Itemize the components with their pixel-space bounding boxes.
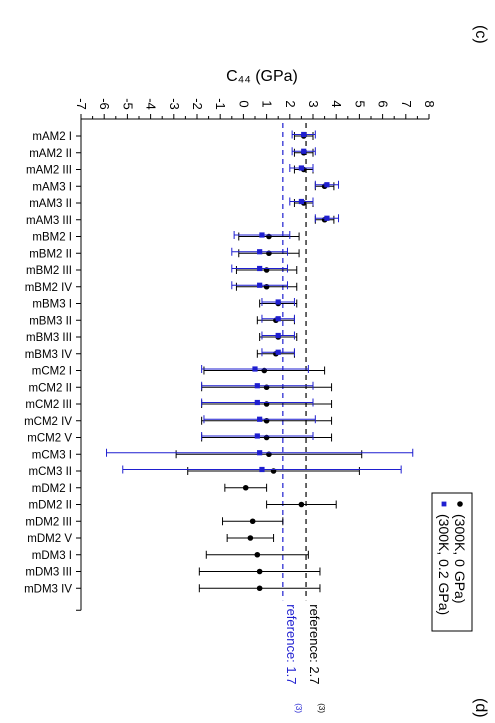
y-tick-label: mAM2 III [26,165,72,177]
data-point [242,484,249,491]
data-point [257,265,263,272]
y-tick-label: mBM2 III [26,265,72,277]
y-tick-label: mAM3 II [29,198,72,210]
y-tick-label: mDM2 I [32,483,72,495]
data-point [259,232,265,238]
y-tick-label: mCM2 III [25,399,72,411]
x-tick-label: 2 [283,100,298,107]
x-axis-title: C₄₄ (GPa) [226,68,298,85]
y-tick-label: mDM3 III [25,567,72,579]
x-tick-label: 1 [260,100,275,107]
data-point [298,198,304,205]
y-tick-label: mCM2 V [27,433,72,445]
x-tick-label: 7 [399,100,414,107]
y-tick-label: mBM3 IV [25,349,73,361]
legend-box [431,492,473,632]
panel-label-c: (c) [472,25,489,44]
data-point [275,299,281,305]
data-point [254,551,261,558]
data-point [301,131,307,138]
data-point [298,501,305,508]
x-tick-label: -3 [167,98,182,110]
y-tick-label: mBM3 III [26,332,72,344]
data-point [257,282,263,288]
reference-label: reference: 1.7 [284,604,299,684]
x-tick-label: -5 [120,98,135,110]
x-tick-label: 4 [329,100,344,107]
y-tick-label: mBM3 II [29,315,72,327]
y-tick-label: mBM2 IV [25,282,73,294]
y-tick-label: mAM2 I [32,131,72,143]
legend-label: (300K, 0.2 GPa) [436,514,452,615]
legend-marker [441,501,447,507]
data-point [275,349,281,355]
legend-label: (300K, 0 GPa) [452,514,468,604]
x-tick-label: -6 [97,98,112,110]
y-tick-label: mCM2 I [32,366,72,378]
data-point [298,165,304,171]
y-tick-label: mCM3 II [29,466,72,478]
data-point [247,535,254,541]
y-tick-label: mCM2 II [29,382,72,394]
data-point [324,215,330,221]
data-point [257,450,263,456]
x-tick-label: -2 [190,98,205,110]
data-point [259,466,265,473]
reference-superscript: (3) [317,703,326,713]
x-tick-label: -4 [144,98,159,110]
y-tick-label: mBM3 I [32,299,72,311]
y-tick-label: mDM2 II [29,500,72,512]
y-tick-label: mDM3 I [32,550,72,562]
y-tick-label: mAM3 I [32,181,72,193]
y-tick-label: mCM2 IV [24,416,72,428]
legend-marker [457,501,463,507]
data-point [254,433,260,439]
data-point [256,568,263,575]
data-point [249,518,256,525]
y-tick-label: mAM2 II [29,148,72,160]
data-point [257,416,263,422]
y-tick-label: mBM2 II [29,248,72,260]
reference-label: reference: 2.7 [307,604,322,684]
x-tick-label: 5 [352,100,367,107]
reference-superscript: (3) [294,703,303,713]
data-point [257,249,263,255]
y-tick-label: mCM3 I [32,449,72,461]
data-point [256,585,263,592]
y-tick-label: mAM3 III [26,215,72,227]
panel-label-d: (d) [472,698,489,718]
x-tick-label: 3 [306,100,321,107]
x-tick-label: 6 [376,100,391,107]
x-tick-label: -1 [213,98,228,110]
y-tick-label: mBM2 I [32,232,72,244]
data-point [275,316,281,322]
data-point [254,399,260,406]
y-tick-label: mDM3 IV [24,583,72,595]
y-tick-label: mDM2 III [25,516,72,528]
x-tick-label: 0 [236,100,251,107]
data-point [275,332,281,339]
y-tick-label: mDM2 V [27,533,72,545]
data-point [301,148,307,154]
x-tick-label: -7 [74,98,89,110]
x-tick-label: 8 [422,100,437,107]
data-point [254,383,260,389]
data-point [252,366,258,372]
data-point [324,182,330,188]
